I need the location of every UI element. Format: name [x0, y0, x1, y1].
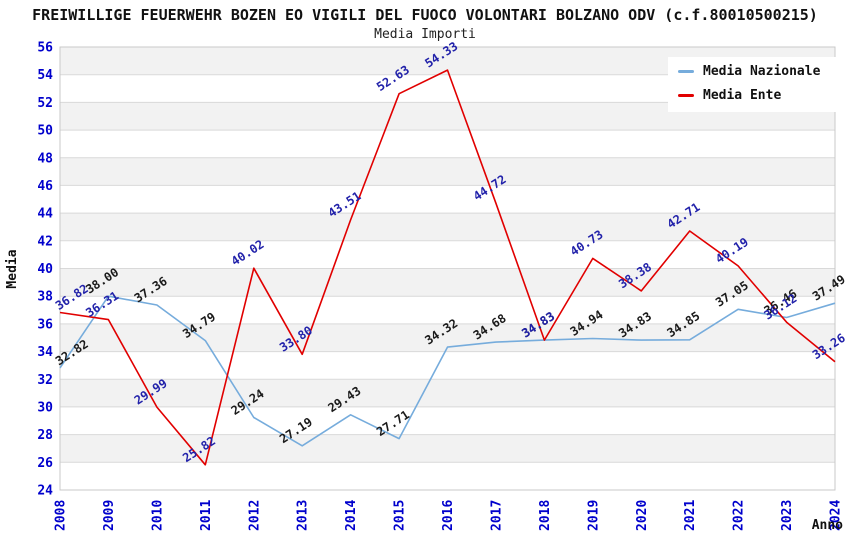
y-tick-label: 44: [37, 207, 53, 222]
chart-subtitle: Media Importi: [374, 27, 476, 42]
y-tick-label: 50: [37, 124, 53, 139]
y-tick-label: 32: [37, 373, 53, 388]
y-tick-label: 30: [37, 400, 53, 415]
data-label: 40.02: [229, 237, 267, 268]
y-tick-label: 46: [37, 179, 53, 194]
x-tick-label: 2018: [538, 500, 553, 531]
x-tick-label: 2024: [829, 500, 844, 531]
y-tick-label: 36: [37, 317, 53, 332]
y-tick-label: 52: [37, 96, 53, 111]
x-tick-label: 2021: [683, 500, 698, 531]
y-tick-label: 40: [37, 262, 53, 277]
x-tick-label: 2022: [732, 500, 747, 531]
series-line-media-ente: [59, 69, 836, 466]
x-tick-label: 2019: [586, 500, 601, 531]
legend-item-media-ente[interactable]: Media Ente: [678, 88, 828, 103]
x-tick-label: 2008: [54, 500, 69, 531]
y-tick-label: 34: [37, 345, 53, 360]
chart-legend: Media Nazionale Media Ente: [668, 57, 836, 112]
x-axis-title: Anno: [812, 518, 843, 533]
plot-stripe: [60, 157, 835, 186]
media-nazionale-line-swatch: [678, 70, 694, 73]
y-tick-label: 38: [37, 290, 53, 305]
x-tick-label: 2012: [247, 500, 262, 531]
y-tick-label: 42: [37, 234, 53, 249]
plot-stripe: [60, 379, 835, 407]
x-tick-label: 2023: [780, 500, 795, 531]
y-tick-label: 24: [37, 484, 53, 499]
series-line-media-nazionale: [59, 295, 836, 447]
x-tick-label: 2020: [635, 500, 650, 531]
media-ente-line-swatch: [678, 94, 694, 97]
x-tick-label: 2015: [393, 500, 408, 531]
y-tick-label: 56: [37, 41, 53, 56]
x-tick-label: 2016: [441, 500, 456, 531]
chart-title: FREIWILLIGE FEUERWEHR BOZEN EO VIGILI DE…: [32, 6, 818, 24]
x-tick-label: 2014: [344, 500, 359, 531]
plot-stripe: [60, 268, 835, 297]
y-axis-title: Media: [5, 249, 20, 288]
plot-border: [59, 46, 836, 491]
legend-label: Media Ente: [703, 88, 782, 103]
plot-stripe: [60, 434, 835, 463]
legend-item-media-nazionale[interactable]: Media Nazionale: [678, 64, 828, 79]
x-tick-label: 2017: [489, 500, 504, 531]
x-tick-label: 2009: [102, 500, 117, 531]
x-tick-label: 2010: [150, 500, 165, 531]
x-tick-label: 2011: [199, 500, 214, 531]
legend-label: Media Nazionale: [703, 64, 821, 79]
y-tick-label: 54: [37, 68, 53, 83]
y-tick-label: 28: [37, 428, 53, 443]
y-tick-label: 48: [37, 151, 53, 166]
plot-stripe: [60, 213, 835, 241]
x-tick-label: 2013: [296, 500, 311, 531]
y-tick-label: 26: [37, 456, 53, 471]
